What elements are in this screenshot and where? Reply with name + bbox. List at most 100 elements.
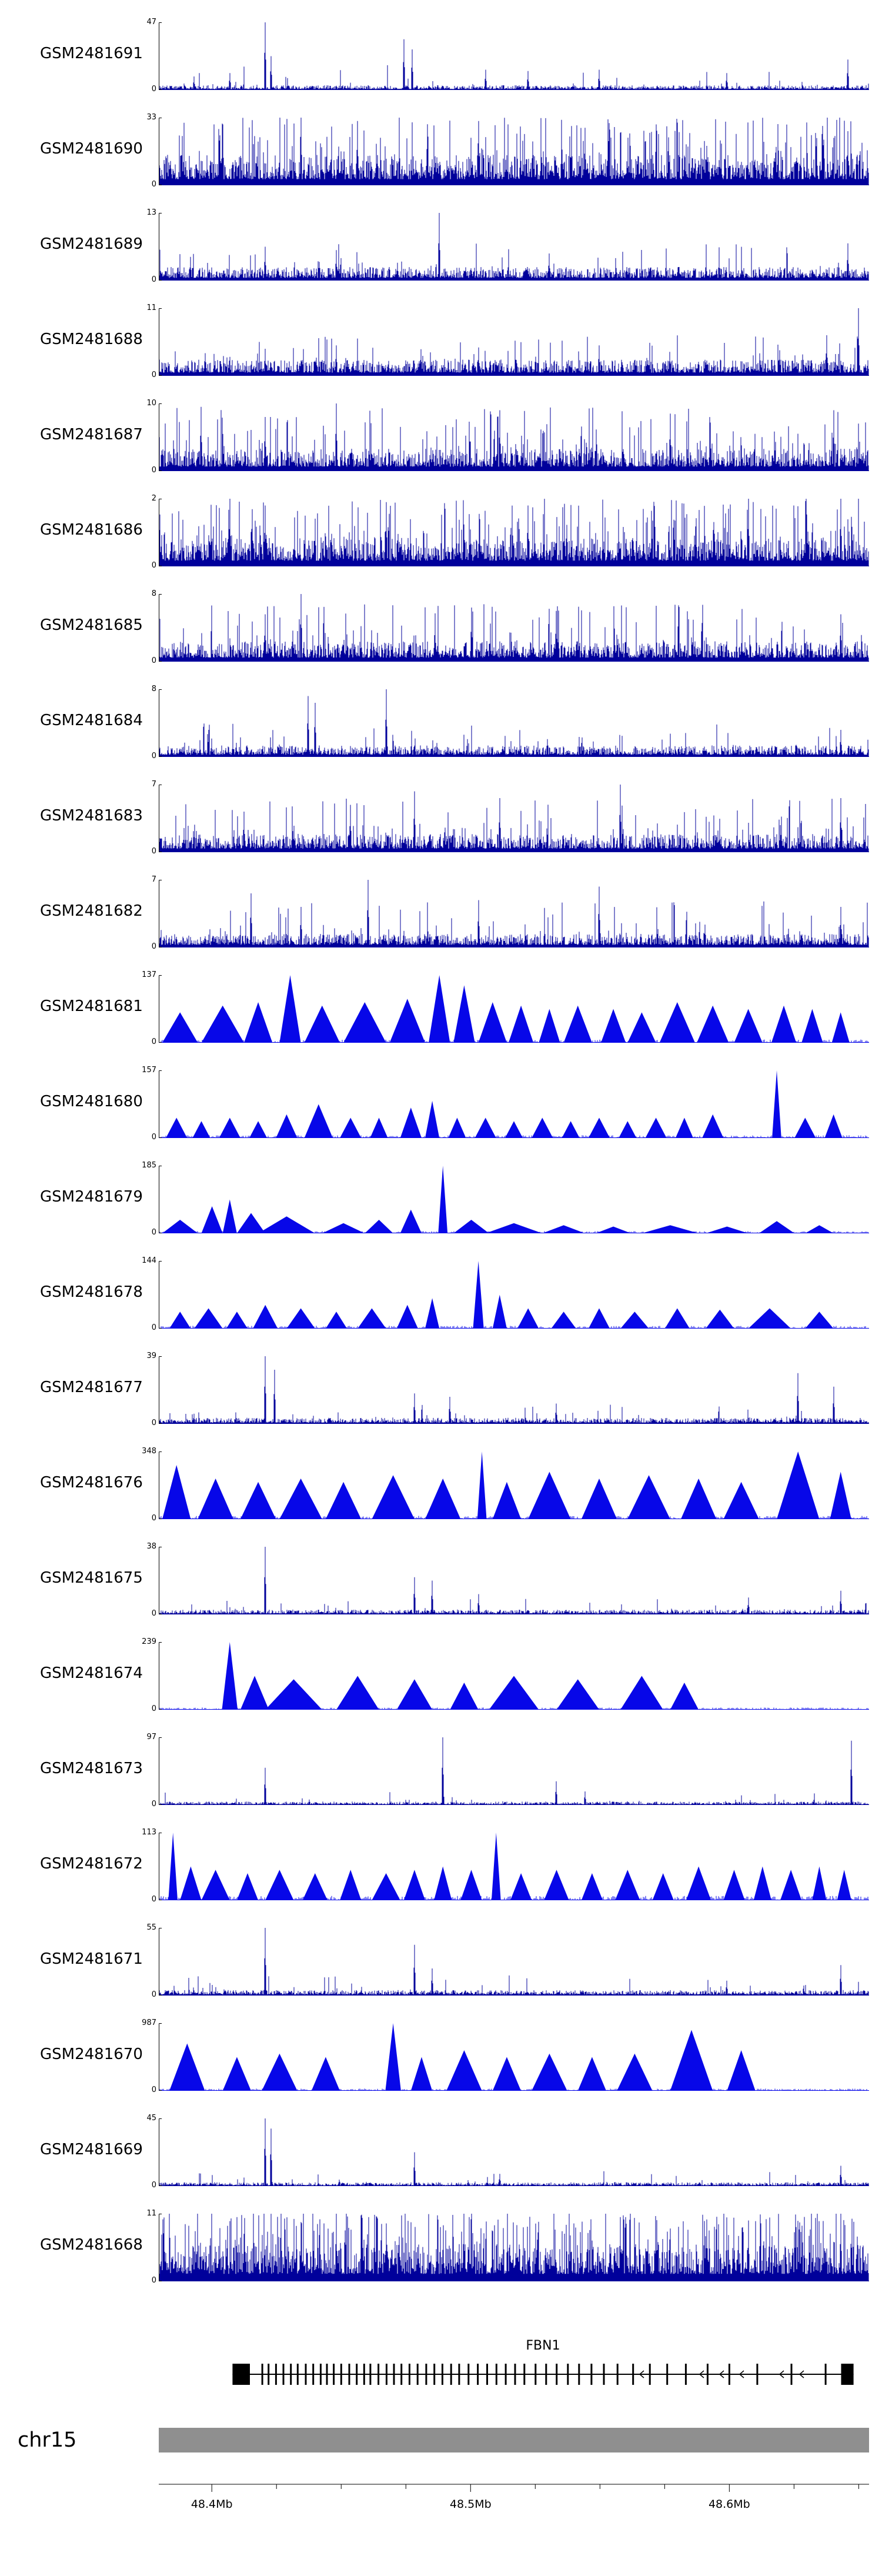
signal-plot xyxy=(159,1833,869,1900)
data-track-row: GSM2481676 348 0 xyxy=(0,1447,882,1542)
track-name-label: GSM2481683 xyxy=(40,807,143,825)
signal-plot xyxy=(159,2214,869,2281)
signal-plot xyxy=(159,785,869,852)
track-name-label: GSM2481686 xyxy=(40,521,143,539)
signal-plot xyxy=(159,308,869,376)
track-ymax-label: 7 xyxy=(151,875,156,884)
track-ymax-label: 47 xyxy=(146,18,156,26)
genome-axis-ruler: 48.4Mb 48.5Mb 48.6Mb xyxy=(159,2484,869,2511)
track-ymax-label: 348 xyxy=(142,1447,156,1456)
signal-plot xyxy=(159,2118,869,2186)
track-ymax-label: 11 xyxy=(146,2209,156,2218)
track-ymin-label: 0 xyxy=(151,371,156,379)
data-track-row: GSM2481672 113 0 xyxy=(0,1828,882,1923)
signal-plot xyxy=(159,499,869,566)
track-name-label: GSM2481678 xyxy=(40,1283,143,1301)
data-track-row: GSM2481674 239 0 xyxy=(0,1637,882,1733)
track-ymin-label: 0 xyxy=(151,85,156,94)
data-track-row: GSM2481679 185 0 xyxy=(0,1161,882,1256)
track-ymax-label: 8 xyxy=(151,589,156,598)
signal-plot xyxy=(159,1261,869,1329)
track-ymax-label: 137 xyxy=(142,970,156,979)
track-name-label: GSM2481670 xyxy=(40,2046,143,2063)
data-track-row: GSM2481691 47 0 xyxy=(0,18,882,113)
track-ymin-label: 0 xyxy=(151,561,156,570)
track-ymin-label: 0 xyxy=(151,1037,156,1046)
track-name-label: GSM2481672 xyxy=(40,1855,143,1873)
signal-plot xyxy=(159,689,869,757)
signal-plot xyxy=(159,1070,869,1138)
axis-tick-label: 48.4Mb xyxy=(191,2498,233,2511)
data-track-row: GSM2481682 7 0 xyxy=(0,875,882,970)
track-ymax-label: 45 xyxy=(146,2114,156,2123)
data-track-row: GSM2481669 45 0 xyxy=(0,2114,882,2209)
track-name-label: GSM2481681 xyxy=(40,997,143,1015)
track-ymax-label: 185 xyxy=(142,1161,156,1170)
track-name-label: GSM2481687 xyxy=(40,426,143,443)
track-ymax-label: 7 xyxy=(151,780,156,789)
track-name-label: GSM2481680 xyxy=(40,1093,143,1110)
track-ymax-label: 10 xyxy=(146,399,156,408)
chromosome-ideogram-bar xyxy=(159,2428,869,2452)
data-track-row: GSM2481681 137 0 xyxy=(0,970,882,1066)
track-name-label: GSM2481691 xyxy=(40,45,143,62)
data-track-row: GSM2481670 987 0 xyxy=(0,2018,882,2114)
track-name-label: GSM2481673 xyxy=(40,1760,143,1777)
signal-plot xyxy=(159,975,869,1043)
track-name-label: GSM2481682 xyxy=(40,902,143,920)
track-ymin-label: 0 xyxy=(151,847,156,856)
data-track-row: GSM2481684 8 0 xyxy=(0,685,882,780)
track-ymin-label: 0 xyxy=(151,942,156,951)
data-track-row: GSM2481668 11 0 xyxy=(0,2209,882,2304)
signal-plot xyxy=(159,1928,869,1996)
data-track-row: GSM2481680 157 0 xyxy=(0,1066,882,1161)
track-ymin-label: 0 xyxy=(151,180,156,189)
data-track-row: GSM2481677 39 0 xyxy=(0,1352,882,1447)
signal-plot xyxy=(159,118,869,185)
gene-model-track xyxy=(232,2364,854,2385)
signal-plot xyxy=(159,403,869,471)
axis-tick-label: 48.6Mb xyxy=(709,2498,750,2511)
data-track-row: GSM2481687 10 0 xyxy=(0,399,882,494)
data-track-row: GSM2481683 7 0 xyxy=(0,780,882,875)
track-ymax-label: 38 xyxy=(146,1542,156,1551)
track-name-label: GSM2481690 xyxy=(40,140,143,158)
track-ymin-label: 0 xyxy=(151,2276,156,2285)
data-track-row: GSM2481686 2 0 xyxy=(0,494,882,589)
track-name-label: GSM2481671 xyxy=(40,1950,143,1968)
track-name-label: GSM2481685 xyxy=(40,616,143,634)
track-ymax-label: 239 xyxy=(142,1637,156,1646)
track-ymin-label: 0 xyxy=(151,1990,156,1999)
track-ymin-label: 0 xyxy=(151,1704,156,1713)
gene-name-label: FBN1 xyxy=(526,2338,560,2353)
track-ymin-label: 0 xyxy=(151,1609,156,1618)
signal-plot xyxy=(159,2023,869,2091)
track-name-label: GSM2481688 xyxy=(40,331,143,348)
track-ymax-label: 97 xyxy=(146,1733,156,1741)
track-ymin-label: 0 xyxy=(151,275,156,284)
track-ymax-label: 8 xyxy=(151,685,156,693)
track-ymin-label: 0 xyxy=(151,1323,156,1332)
signal-plot xyxy=(159,1451,869,1519)
track-ymax-label: 987 xyxy=(142,2018,156,2027)
data-track-row: GSM2481673 97 0 xyxy=(0,1733,882,1828)
track-ymin-label: 0 xyxy=(151,656,156,665)
track-name-label: GSM2481668 xyxy=(40,2236,143,2254)
chromosome-label: chr15 xyxy=(18,2428,77,2452)
signal-plot xyxy=(159,213,869,281)
track-name-label: GSM2481677 xyxy=(40,1379,143,1396)
data-track-row: GSM2481689 13 0 xyxy=(0,208,882,303)
data-track-row: GSM2481678 144 0 xyxy=(0,1256,882,1352)
data-track-row: GSM2481671 55 0 xyxy=(0,1923,882,2018)
track-ymin-label: 0 xyxy=(151,2086,156,2094)
signal-plot xyxy=(159,1356,869,1424)
track-name-label: GSM2481684 xyxy=(40,712,143,729)
track-ymax-label: 11 xyxy=(146,303,156,312)
track-name-label: GSM2481674 xyxy=(40,1664,143,1682)
signal-plot xyxy=(159,880,869,947)
data-track-row: GSM2481685 8 0 xyxy=(0,589,882,685)
track-ymin-label: 0 xyxy=(151,466,156,475)
track-ymin-label: 0 xyxy=(151,752,156,760)
track-ymax-label: 144 xyxy=(142,1256,156,1265)
